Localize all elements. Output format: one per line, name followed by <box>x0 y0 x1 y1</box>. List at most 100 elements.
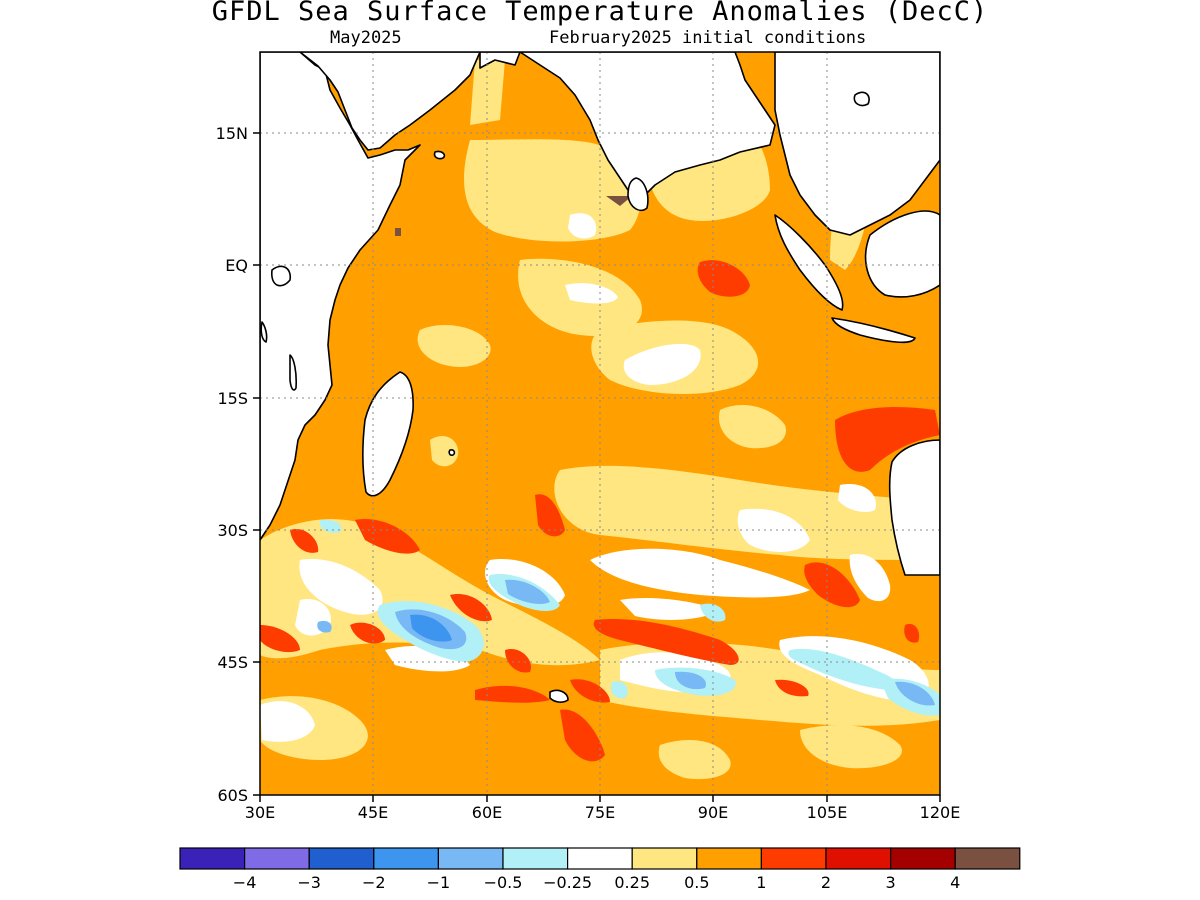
strong-positive-patch <box>355 519 420 554</box>
lon-label-45e: 45E <box>358 803 388 822</box>
lon-label-75e: 75E <box>585 803 615 822</box>
near-zero-patch <box>737 508 810 552</box>
colorbar-swatch <box>631 847 698 870</box>
weak-negative-patch <box>610 681 628 699</box>
negative-patch <box>410 614 452 642</box>
strong-positive-patch <box>775 679 809 697</box>
sri-lanka <box>627 177 649 212</box>
colorbar-label: −2 <box>362 873 386 892</box>
strong-positive-patch <box>593 619 739 665</box>
colorbar-label: 0.25 <box>614 873 650 892</box>
map-title: GFDL Sea Surface Temperature Anomalies (… <box>211 0 989 27</box>
longitude-labels: 30E 45E 60E 75E 90E 105E 120E <box>245 803 961 822</box>
anomaly-field <box>260 52 940 795</box>
weak-negative-patch <box>788 648 899 690</box>
lat-label-60s: 60S <box>217 786 248 805</box>
colorbar-swatch <box>825 847 892 870</box>
colorbar-swatch <box>760 847 827 870</box>
lake-malawi <box>289 354 297 391</box>
strong-positive-patch <box>350 622 385 644</box>
colorbar-label: −3 <box>297 873 321 892</box>
colorbar-label: −4 <box>233 873 257 892</box>
india <box>519 52 776 201</box>
colorbar-label: 2 <box>821 873 831 892</box>
colorbar-swatch <box>502 847 569 870</box>
lat-label-45s: 45S <box>217 653 248 672</box>
java <box>831 317 916 344</box>
extreme-positive-areas <box>395 196 632 236</box>
colorbar-swatch <box>566 847 633 870</box>
colorbar-label: −1 <box>427 873 451 892</box>
graticule <box>260 52 940 795</box>
reunion-mauritius <box>448 449 456 456</box>
strong-positive-patch <box>475 685 550 703</box>
moderate-negative-patch <box>317 620 332 633</box>
arabian-peninsula <box>299 52 481 151</box>
negative-areas <box>410 614 452 642</box>
lon-label-105e: 105E <box>807 803 848 822</box>
sumatra <box>774 214 844 311</box>
near-zero-patch <box>849 554 891 602</box>
australia <box>888 439 940 576</box>
strong-positive-patch <box>560 709 605 762</box>
colorbar-swatch <box>308 847 375 870</box>
moderate-negative-patch <box>675 671 706 690</box>
near-zero-patch <box>260 701 315 742</box>
weak-positive-patch <box>417 325 491 368</box>
lat-label-30s: 30S <box>217 521 248 540</box>
lon-label-60e: 60E <box>472 803 502 822</box>
strong-positive-patch <box>450 594 492 622</box>
strong-positive-patch <box>260 625 300 653</box>
weak-negative-patch <box>700 603 726 622</box>
hainan-coast <box>853 91 870 107</box>
colorbar-label: −0.25 <box>543 873 592 892</box>
strong-positive-patch <box>290 529 319 553</box>
lon-label-90e: 90E <box>698 803 728 822</box>
lake-tanganyika <box>260 321 268 343</box>
persian-gulf-coast <box>479 52 521 69</box>
lat-label-eq: EQ <box>225 256 248 275</box>
colorbar-swatch <box>437 847 504 870</box>
africa-coastline <box>260 52 421 541</box>
near-zero-patch <box>299 559 383 615</box>
initial-conditions: February2025 initial conditions <box>549 28 867 48</box>
near-zero-patch <box>590 548 810 598</box>
colorbar-swatch <box>179 847 246 870</box>
lon-label-120e: 120E <box>920 803 961 822</box>
extreme-positive-patch <box>606 196 632 206</box>
kerguelen-island <box>549 689 569 703</box>
near-zero-patch <box>838 484 876 512</box>
colorbar-swatch <box>889 847 956 870</box>
lat-label-15n: 15N <box>216 124 248 143</box>
moderate-negative-patch <box>505 579 550 605</box>
weak-positive-patch <box>719 405 786 449</box>
strong-positive-patch <box>697 260 750 297</box>
colorbar-label: 4 <box>950 873 960 892</box>
colorbar-swatch <box>696 847 762 870</box>
colorbar-swatch <box>373 847 439 870</box>
strong-positive-patch <box>835 407 940 472</box>
strong-positive-patch <box>804 562 860 608</box>
colorbar-swatch <box>244 847 310 870</box>
lat-label-15s: 15S <box>217 389 248 408</box>
land <box>260 52 940 703</box>
latitude-labels: 15N EQ 15S 30S 45S 60S <box>216 124 248 805</box>
strong-positive-patch <box>505 649 531 673</box>
lake-victoria <box>271 265 292 287</box>
southeast-asia <box>774 52 940 236</box>
weak-negative-patch <box>319 519 342 533</box>
colorbar-label: 1 <box>756 873 766 892</box>
extreme-positive-patch <box>395 228 401 236</box>
weak-positive-patch <box>470 60 505 125</box>
colorbar-label: 3 <box>886 873 896 892</box>
colorbar-label: −0.5 <box>484 873 523 892</box>
weak-positive-patch <box>430 435 459 467</box>
near-zero-patch <box>620 598 720 620</box>
strong-positive-patch <box>570 679 610 703</box>
madagascar <box>362 371 414 497</box>
strong-positive-areas <box>260 260 940 762</box>
colorbar-swatch <box>954 847 1021 870</box>
forecast-month: May2025 <box>330 28 402 48</box>
strong-positive-patch <box>904 623 920 643</box>
